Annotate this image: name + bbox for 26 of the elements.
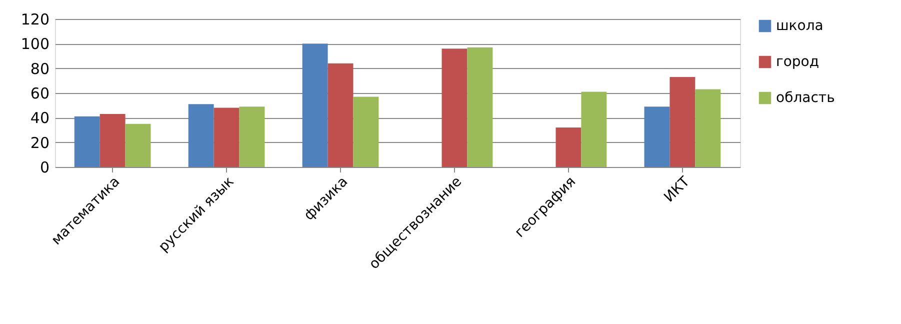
bar [644,106,670,167]
bar [467,47,493,167]
legend-label: область [776,90,835,106]
bar [328,63,354,167]
y-tick-label: 40 [30,109,50,128]
bar [214,108,240,167]
legend-label: школа [776,18,824,34]
y-tick-label: 80 [30,60,50,78]
bar [695,89,721,167]
bar [581,92,607,167]
y-tick-label: 60 [30,84,50,102]
y-tick-label: 120 [20,10,50,28]
bar [125,124,151,167]
y-tick-label: 100 [20,35,50,54]
bar [556,128,582,167]
legend-label: город [776,54,820,70]
bar [353,96,379,167]
bar [670,76,696,167]
bar [239,106,265,167]
bar [188,104,214,167]
bar [442,48,468,167]
bar [74,116,100,167]
bar [302,44,328,167]
y-tick-label: 0 [40,158,50,176]
y-tick-label: 20 [30,134,50,152]
bar [100,114,126,167]
